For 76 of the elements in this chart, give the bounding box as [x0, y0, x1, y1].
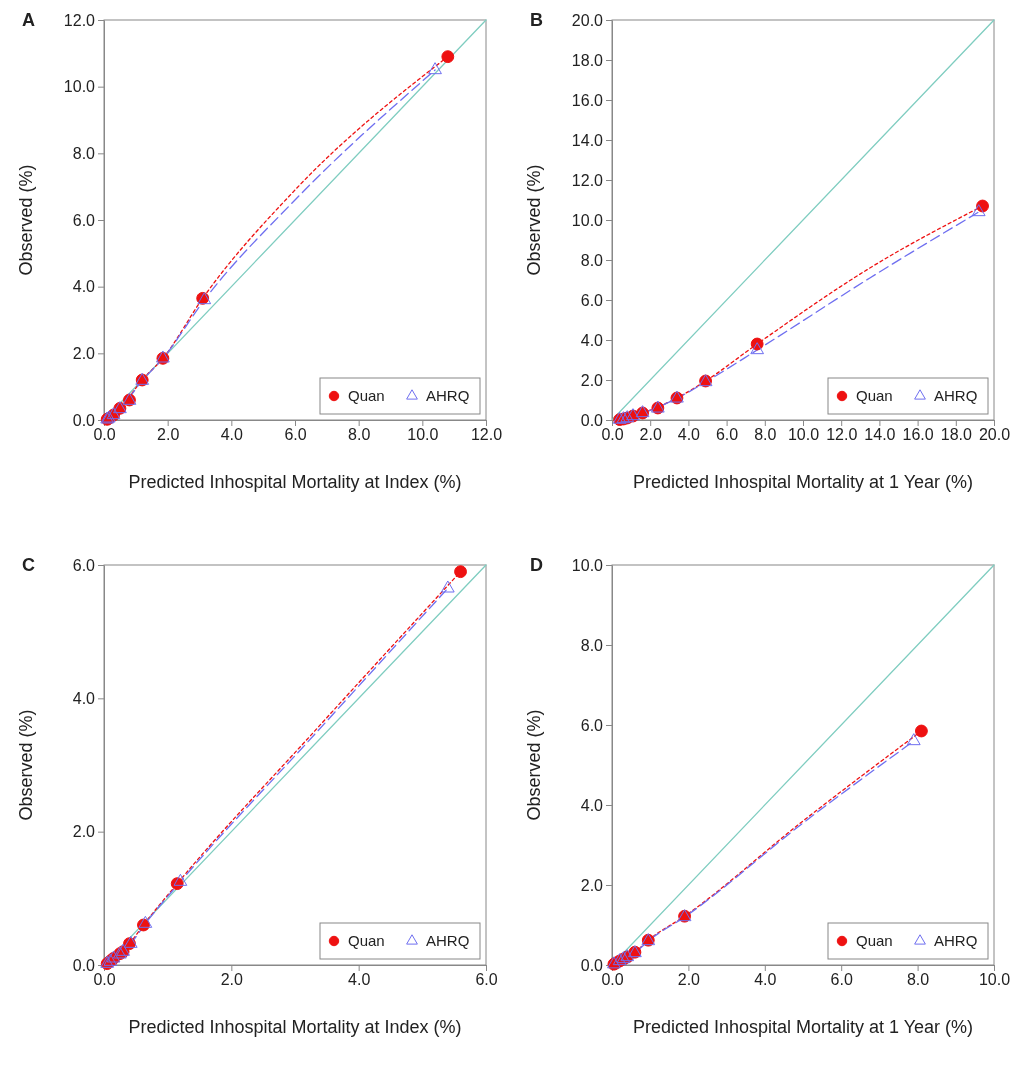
y-tick-label: 0.0	[72, 956, 96, 974]
y-tick-label: 10.0	[571, 556, 604, 574]
x-tick-label: 6.0	[284, 426, 307, 444]
x-tick-label: 8.0	[348, 426, 371, 444]
y-tick-label: 12.0	[63, 11, 96, 29]
legend-label: AHRQ	[934, 387, 978, 404]
x-tick-label: 4.0	[348, 971, 371, 989]
x-axis-title: Predicted Inhospital Mortality at 1 Year (%)	[632, 1017, 974, 1037]
x-tick-label: 16.0	[902, 426, 934, 444]
y-tick-label: 8.0	[580, 636, 604, 654]
x-tick-label: 4.0	[677, 426, 701, 444]
x-tick-label: 2.0	[220, 971, 244, 989]
x-tick-label: 4.0	[754, 971, 777, 989]
y-tick-label: 2.0	[580, 876, 604, 894]
legend-label: Quan	[856, 932, 893, 949]
y-tick-label: 2.0	[72, 823, 96, 841]
x-tick-label: 10.0	[407, 426, 439, 444]
y-tick-label: 2.0	[72, 344, 96, 362]
y-axis-title: Observed (%)	[16, 709, 36, 821]
chart-title: B	[530, 10, 543, 30]
y-tick-label: 4.0	[72, 689, 96, 707]
y-tick-label: 18.0	[571, 51, 604, 69]
x-tick-label: 0.0	[93, 971, 116, 989]
x-tick-label: 0.0	[601, 426, 624, 444]
x-tick-label: 8.0	[906, 971, 930, 989]
x-tick-label: 2.0	[639, 426, 662, 444]
y-tick-label: 0.0	[580, 956, 604, 974]
y-tick-label: 4.0	[580, 331, 604, 349]
y-axis-title: Observed (%)	[524, 164, 544, 276]
legend-label: Quan	[348, 932, 385, 949]
legend-label: Quan	[856, 387, 893, 404]
x-tick-label: 2.0	[677, 971, 701, 989]
y-axis-title: Observed (%)	[524, 709, 544, 821]
y-tick-label: 12.0	[571, 171, 604, 189]
x-tick-label: 12.0	[470, 426, 503, 444]
chart-title: D	[530, 555, 543, 575]
y-tick-label: 6.0	[72, 211, 96, 229]
y-tick-label: 6.0	[72, 556, 96, 574]
y-tick-label: 10.0	[63, 78, 96, 96]
y-tick-label: 0.0	[72, 411, 96, 429]
chart-title: A	[22, 10, 35, 30]
legend-label: AHRQ	[426, 932, 470, 949]
x-tick-label: 2.0	[157, 426, 180, 444]
y-tick-label: 8.0	[72, 144, 96, 162]
y-tick-label: 4.0	[72, 278, 96, 296]
chart-title: C	[22, 555, 35, 575]
x-tick-label: 6.0	[715, 426, 739, 444]
x-tick-label: 0.0	[93, 426, 116, 444]
x-tick-label: 20.0	[978, 426, 1011, 444]
legend-label: Quan	[348, 387, 385, 404]
legend-label: AHRQ	[426, 387, 470, 404]
x-tick-label: 10.0	[978, 971, 1011, 989]
y-tick-label: 20.0	[571, 11, 604, 29]
x-axis-title: Predicted Inhospital Mortality at 1 Year (%)	[632, 472, 974, 492]
x-tick-label: 4.0	[220, 426, 244, 444]
x-tick-label: 14.0	[864, 426, 896, 444]
x-axis-title: Predicted Inhospital Mortality at Index (%)	[128, 1017, 462, 1037]
x-tick-label: 6.0	[830, 971, 853, 989]
y-tick-label: 6.0	[580, 291, 604, 309]
x-tick-label: 8.0	[754, 426, 777, 444]
y-tick-label: 8.0	[580, 251, 604, 269]
y-tick-label: 10.0	[571, 211, 604, 229]
y-tick-label: 0.0	[580, 411, 604, 429]
y-tick-label: 2.0	[580, 371, 604, 389]
x-tick-label: 12.0	[826, 426, 858, 444]
x-tick-label: 10.0	[787, 426, 820, 444]
y-tick-label: 16.0	[571, 91, 604, 109]
y-tick-label: 4.0	[580, 796, 604, 814]
x-tick-label: 6.0	[475, 971, 498, 989]
y-axis-title: Observed (%)	[16, 164, 36, 276]
x-tick-label: 0.0	[601, 971, 624, 989]
y-tick-label: 14.0	[571, 131, 604, 149]
x-axis-title: Predicted Inhospital Mortality at Index (%)	[128, 472, 462, 492]
y-tick-label: 6.0	[580, 716, 604, 734]
x-tick-label: 18.0	[940, 426, 972, 444]
legend-label: AHRQ	[934, 932, 978, 949]
